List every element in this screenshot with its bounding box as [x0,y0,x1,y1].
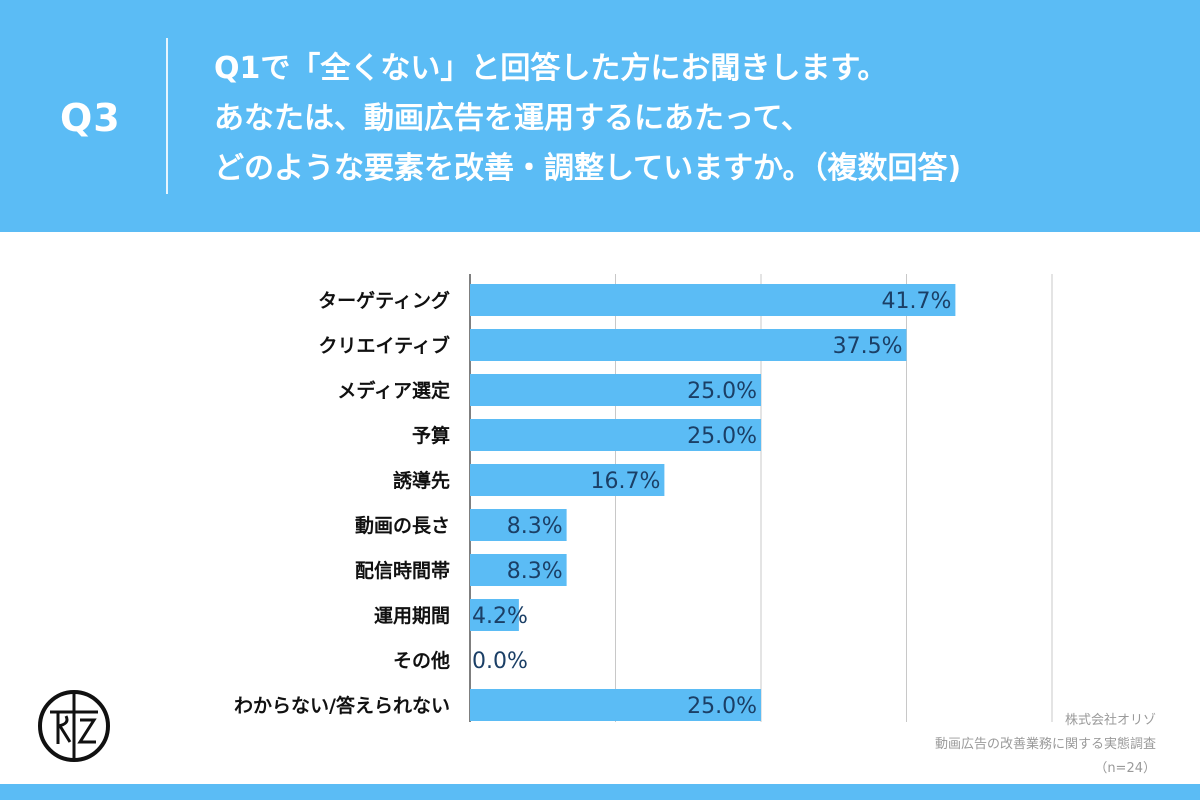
category-label: 運用期間 [374,605,450,627]
bar [470,464,665,496]
category-label: 動画の長さ [355,515,450,537]
chart-panel: ターゲティング 41.7% クリエイティブ 37.5% メディア選定 25.0% 予算 25.… [0,232,1200,784]
value-label: 25.0% [687,379,757,404]
bar [470,419,761,451]
source-survey: 動画広告の改善業務に関する実態調査 [934,737,1156,752]
value-label: 0.0% [472,649,528,674]
bar [470,689,761,721]
category-label: ターゲティング [318,289,450,312]
category-label: わからない/答えられない [234,694,450,717]
bar [470,599,519,631]
source-note: 株式会社オリゾ 動画広告の改善業務に関する実態調査 （n=24） [935,709,1156,781]
value-label: 25.0% [687,424,757,449]
question-number: Q3 [60,96,121,140]
category-label: 配信時間帯 [355,559,450,582]
question-header: Q3 Q1で「全くない」と回答した方にお聞きします。 あなたは、動画広告を運用す… [0,0,1200,232]
value-label: 25.0% [687,694,757,719]
category-label: クリエイティブ [319,334,450,357]
value-label: 8.3% [507,559,563,584]
value-label: 8.3% [507,514,563,539]
category-label: 誘導先 [393,469,450,492]
source-company: 株式会社オリゾ [1064,713,1156,728]
value-label: 4.2% [472,604,528,629]
bar [470,554,567,586]
value-label: 41.7% [881,289,951,314]
question-line-2: あなたは、動画広告を運用するにあたって、 [214,101,811,136]
category-label: 予算 [412,424,450,447]
question-line-3: どのような要素を改善・調整していますか。（複数回答) [214,151,962,186]
bar [470,329,907,361]
header-divider [166,38,168,194]
category-label: その他 [393,649,450,672]
category-label: メディア選定 [337,379,450,402]
question-text: Q1で「全くない」と回答した方にお聞きします。 あなたは、動画広告を運用するにあ… [214,44,961,194]
sample-size: （n=24） [1094,761,1156,776]
question-line-1: Q1で「全くない」と回答した方にお聞きします。 [214,51,888,86]
orizo-logo [38,690,110,762]
bar [470,509,567,541]
bar-chart: ターゲティング 41.7% クリエイティブ 37.5% メディア選定 25.0% 予算 25.… [234,274,1053,722]
value-label: 16.7% [590,469,660,494]
bar [470,284,956,316]
bar [470,374,761,406]
value-label: 37.5% [833,334,903,359]
